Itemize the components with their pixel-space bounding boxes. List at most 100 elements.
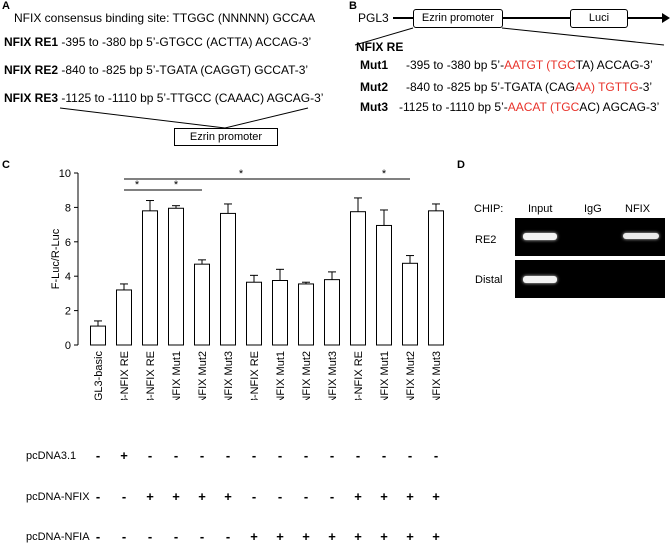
treatment-symbol: +	[354, 489, 362, 504]
panel-a-label: A	[2, 0, 10, 12]
mut2-row: Mut2 -840 to -825 bp 5’-TGATA (CAGAA) TGT…	[360, 80, 652, 94]
mut2-seg-2: AA) TGTTG	[574, 80, 639, 94]
x-tick-label: PGL3-NFIX RE	[353, 351, 365, 400]
treatment-label-pcdna-nfia: pcDNA-NFIA	[26, 531, 90, 543]
x-tick-label: PGL3-NFIX Mut3	[223, 351, 235, 400]
treatment-symbol: +	[328, 529, 336, 544]
treatment-symbol: -	[121, 489, 127, 504]
bar	[90, 325, 106, 346]
treatment-symbol: -	[95, 448, 101, 463]
treatment-symbol: +	[250, 529, 258, 544]
treatment-symbol: +	[432, 489, 440, 504]
bar	[376, 224, 392, 346]
y-tick-label: 2	[65, 306, 71, 318]
treatment-symbol: -	[199, 529, 205, 544]
bar	[246, 281, 262, 346]
x-tick-label: PGL3-NFIX Mut3	[327, 351, 339, 400]
mut1-seg-1: -395 to -380 bp 5’-	[406, 58, 505, 72]
y-tick-label: 0	[65, 340, 71, 352]
bar	[298, 283, 314, 346]
x-tick-label: PGL3-basic	[93, 351, 105, 400]
x-tick-label: PGL3-NFIX Mut2	[301, 351, 313, 400]
bar	[324, 279, 340, 346]
x-tick-label: PGL3-NFIX RE	[249, 351, 261, 400]
re2-row: NFIX RE2 -840 to -825 bp 5’-TGATA (CAGGT…	[4, 63, 308, 77]
treatment-symbol: -	[121, 529, 127, 544]
treatment-symbol: +	[120, 448, 128, 463]
re3-name: NFIX RE3	[4, 91, 59, 105]
gel-image-re2	[515, 218, 665, 256]
bar	[350, 211, 366, 346]
treatment-symbol: -	[173, 448, 179, 463]
re1-sequence: -395 to -380 bp 5’-GTGCC (ACTTA) ACCAG-3…	[61, 35, 312, 49]
treatment-symbol: -	[355, 448, 361, 463]
treatment-label-pcdna31: pcDNA3.1	[26, 450, 77, 462]
significance-marker: *	[239, 168, 244, 180]
row-label-distal: Distal	[475, 274, 503, 286]
y-tick-label: 8	[65, 202, 71, 214]
luci-box: Luci	[570, 9, 628, 28]
y-tick-label: 6	[65, 237, 71, 249]
bar	[402, 262, 418, 346]
y-tick-label: 4	[65, 271, 71, 283]
treatment-symbol: +	[380, 529, 388, 544]
panel-c-label: C	[2, 159, 10, 171]
treatment-symbol: -	[251, 448, 257, 463]
re2-sequence: -840 to -825 bp 5’-TGATA (CAGGT) GCCAT-3…	[61, 63, 309, 77]
x-tick-label: PGL3-NFIX RE	[119, 351, 131, 400]
treatment-table: pcDNA3.1 pcDNA-NFIX pcDNA-NFIA - + - - - - - - -…	[0, 445, 460, 545]
treatment-symbol: -	[225, 448, 231, 463]
treatment-symbol: -	[329, 489, 335, 504]
row-label-re2: RE2	[475, 234, 497, 246]
x-tick-label: PGL3-NFIX Mut1	[275, 351, 287, 400]
x-tick-label: PGL3-NFIX Mut1	[171, 351, 183, 400]
treatment-symbol: -	[251, 489, 257, 504]
gel-image-distal	[515, 260, 665, 298]
ezrin-promoter-box-a: Ezrin promoter	[174, 128, 278, 146]
treatment-symbol: -	[147, 529, 153, 544]
significance-marker: *	[174, 179, 179, 191]
bar	[272, 280, 288, 346]
treatment-symbol: -	[277, 448, 283, 463]
mut3-seg-3: AC) AGCAG-3’	[579, 100, 660, 114]
re3-row: NFIX RE3 -1125 to -1110 bp 5’-TTGCC (CAA…	[4, 91, 323, 105]
mut2-seg-3: -3’	[638, 80, 653, 94]
panel-d-label: D	[457, 159, 465, 171]
pgl3-label: PGL3	[358, 11, 389, 25]
treatment-symbol: -	[381, 448, 387, 463]
significance-marker: *	[382, 168, 387, 180]
panel-a-connector-lines	[59, 107, 309, 129]
treatment-symbol: -	[303, 489, 309, 504]
bar	[116, 289, 132, 346]
y-axis-label: F-Luc/R-Luc	[50, 228, 62, 289]
treatment-symbol: -	[95, 529, 101, 544]
mut2-name: Mut2	[360, 80, 388, 94]
mut3-name: Mut3	[360, 100, 388, 114]
treatment-symbol: -	[147, 448, 153, 463]
treatment-symbol: -	[329, 448, 335, 463]
treatment-symbol: -	[95, 489, 101, 504]
significance-marker: *	[135, 179, 140, 191]
treatment-symbol: -	[225, 529, 231, 544]
lane-label-nfix: NFIX	[625, 203, 651, 215]
y-tick-label: 10	[59, 168, 71, 180]
mut1-name: Mut1	[360, 58, 388, 72]
consensus-site-text: NFIX consensus binding site: TTGGC (NNNN…	[14, 11, 316, 25]
treatment-symbol: +	[224, 489, 232, 504]
treatment-symbol: +	[354, 529, 362, 544]
bar	[142, 210, 158, 346]
mut3-seg-1: -1125 to -1110 bp 5’-	[399, 100, 508, 114]
x-tick-label: PGL3-NFIX Mut1	[379, 351, 391, 400]
treatment-symbol: -	[199, 448, 205, 463]
treatment-symbol: +	[276, 529, 284, 544]
panel-b-label: B	[349, 0, 357, 12]
treatment-symbol: -	[173, 529, 179, 544]
treatment-symbol: -	[303, 448, 309, 463]
treatment-symbol: +	[406, 529, 414, 544]
treatment-symbol: +	[146, 489, 154, 504]
x-tick-label: PGL3-NFIX RE	[145, 351, 157, 400]
treatment-symbol: +	[380, 489, 388, 504]
lane-label-input: Input	[528, 203, 553, 215]
mut1-row: Mut1 -395 to -380 bp 5’-AATGT (TGCTA) ACC…	[360, 58, 653, 72]
bar	[168, 207, 184, 346]
